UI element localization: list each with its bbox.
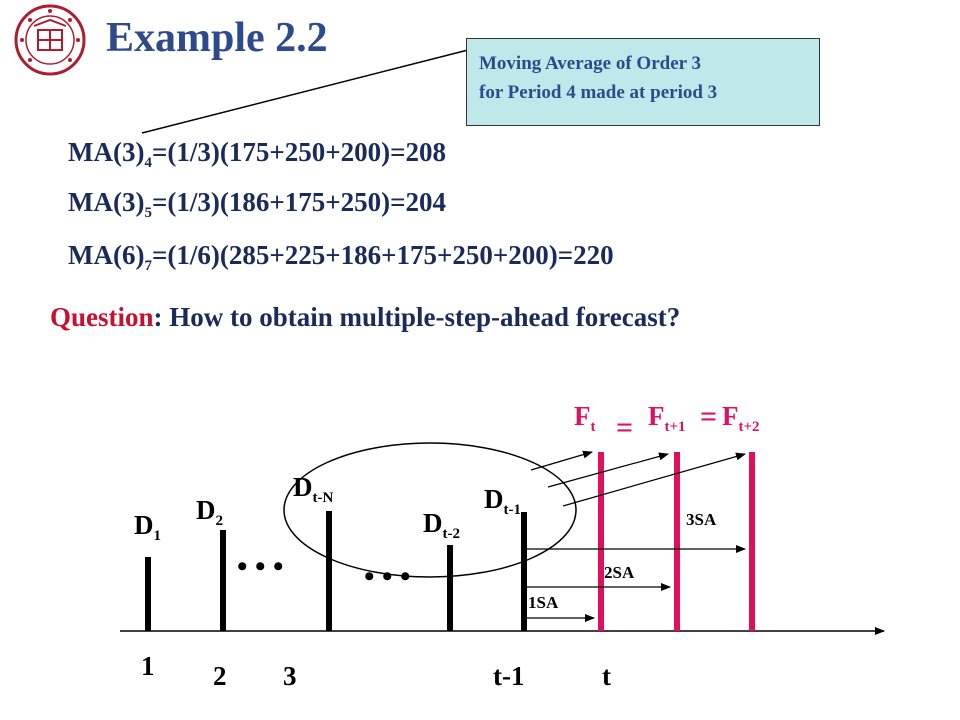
- equals-sign: =: [616, 411, 633, 444]
- axis-label: t-1: [493, 661, 524, 691]
- ellipsis-dots: • • •: [237, 550, 284, 583]
- equation-subscript: 5: [144, 205, 152, 221]
- question-label: Question: [50, 302, 154, 332]
- equation-rhs: =(1/6)(285+225+186+175+250+200)=220: [151, 240, 614, 270]
- forecast-arrow: [530, 450, 593, 471]
- equation-1: MA(3)4=(1/3)(175+250+200)=208: [68, 137, 446, 172]
- ellipsis-dots: • • •: [364, 560, 411, 593]
- equation-lhs: MA(6): [68, 240, 145, 270]
- axis-label: 2: [213, 661, 227, 691]
- equation-lhs: MA(3): [68, 137, 145, 167]
- axis-label: t: [602, 661, 611, 691]
- axis-label: 3: [283, 661, 297, 691]
- equation-lhs: MA(3): [68, 187, 145, 217]
- forecast-arrow: [562, 452, 746, 507]
- equation-2: MA(3)5=(1/3)(186+175+250)=204: [68, 187, 446, 222]
- demand-label-dt2: Dt-2: [423, 508, 460, 542]
- step-label-2sa: 2SA: [604, 563, 635, 582]
- equation-rhs: =(1/3)(175+250+200)=208: [151, 137, 446, 167]
- step-label-1sa: 1SA: [528, 593, 559, 612]
- equation-3: MA(6)7=(1/6)(285+225+186+175+250+200)=22…: [68, 240, 614, 275]
- question-line: Question: How to obtain multiple-step-ah…: [50, 302, 680, 333]
- moving-window-ellipse: [283, 442, 577, 578]
- step-label-3sa: 3SA: [686, 510, 717, 529]
- axis-label: 1: [141, 651, 155, 681]
- forecast-label-ft: Ft: [574, 401, 596, 435]
- demand-label-dt1: Dt-1: [484, 484, 521, 518]
- demand-label-d1: D1: [134, 510, 161, 544]
- demand-label-dtn: Dt-N: [293, 472, 333, 506]
- callout-line-2: for Period 4 made at period 3: [479, 82, 718, 103]
- forecast-label-ft2: Ft+2: [722, 401, 760, 435]
- callout-box: Moving Average of Order 3 for Period 4 m…: [466, 38, 820, 126]
- demand-label-d2: D2: [196, 495, 223, 529]
- callout-line-1: Moving Average of Order 3: [479, 53, 701, 74]
- equation-subscript: 4: [144, 155, 152, 171]
- equation-subscript: 7: [144, 258, 152, 274]
- forecast-label-ft1: Ft+1: [648, 401, 686, 435]
- forecast-arrow: [547, 452, 669, 488]
- equals-sign: =: [700, 400, 717, 433]
- equation-rhs: =(1/3)(186+175+250)=204: [151, 187, 446, 217]
- question-text: : How to obtain multiple-step-ahead fore…: [153, 302, 681, 332]
